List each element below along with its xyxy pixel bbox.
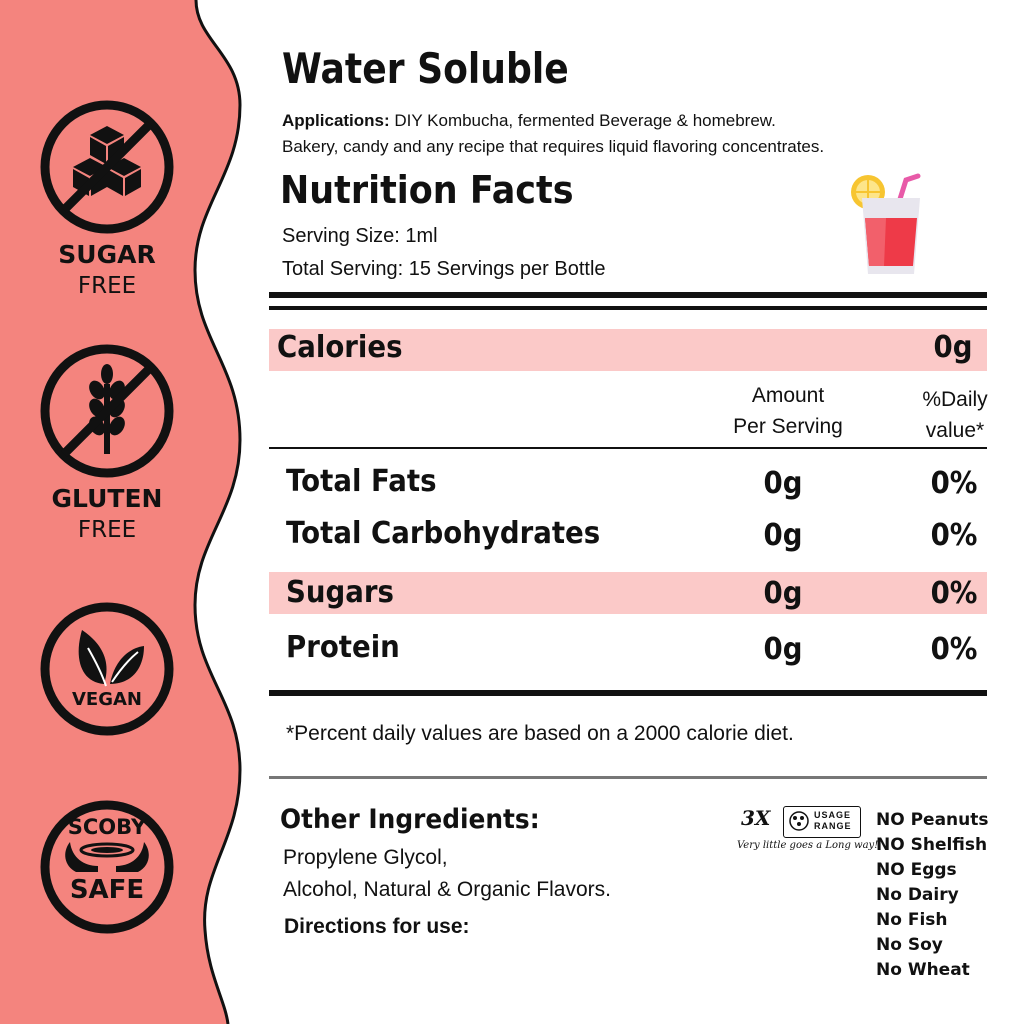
- allergen-item: NO Eggs: [876, 860, 957, 880]
- column-header-amount: Amount Per Serving: [718, 380, 858, 442]
- usage-range-box: USAGE RANGE: [783, 806, 861, 838]
- column-header-daily-2: value*: [925, 419, 985, 442]
- nutrient-daily: 0%: [930, 518, 978, 553]
- nutrient-label: Protein: [286, 630, 400, 665]
- column-header-daily-1: %Daily: [922, 388, 988, 411]
- sugar-free-badge: SUGAR FREE: [36, 100, 178, 301]
- allergen-item: No Soy: [876, 935, 943, 955]
- allergen-item: No Dairy: [876, 885, 959, 905]
- footnote: *Percent daily values are based on a 200…: [286, 722, 794, 745]
- usage-line-1: USAGE: [814, 810, 852, 820]
- calories-band: [269, 329, 987, 371]
- usage-range-badge: 3X USAGE RANGE Very little goes a Long w…: [735, 806, 878, 856]
- directions-label: Directions for use:: [284, 915, 470, 938]
- nutrient-daily: 0%: [930, 576, 978, 611]
- other-ingredients-list: Propylene Glycol, Alcohol, Natural & Org…: [283, 842, 611, 906]
- badge-label-2: SAFE: [70, 875, 144, 905]
- badge-label: VEGAN: [72, 689, 142, 710]
- applications-text: Applications: DIY Kombucha, fermented Be…: [282, 108, 922, 160]
- badge-label: GLUTEN: [51, 484, 163, 513]
- sugar-cubes-icon: [40, 100, 174, 234]
- nutrient-amount: 0g: [763, 518, 803, 553]
- cocktail-glass-icon: [851, 173, 921, 274]
- scoby-hands-icon: SCOBY SAFE: [40, 800, 174, 934]
- badge-label: SCOBY: [68, 815, 147, 839]
- scoby-safe-badge: SCOBY SAFE: [36, 800, 178, 939]
- column-header-amount-1: Amount: [751, 384, 825, 407]
- serving-size: Serving Size: 1ml: [282, 225, 438, 247]
- nutrient-daily: 0%: [930, 632, 978, 667]
- allergen-item: No Wheat: [876, 960, 970, 980]
- wheat-icon: [40, 344, 174, 478]
- ingredient-line: Propylene Glycol,: [283, 846, 448, 869]
- nutrient-label: Total Carbohydrates: [286, 516, 601, 551]
- nutrient-label: Total Fats: [286, 464, 437, 499]
- calories-label: Calories: [277, 330, 403, 365]
- thick-rule: [269, 690, 987, 696]
- droplets-icon: [789, 811, 809, 831]
- column-header-amount-2: Per Serving: [733, 415, 843, 438]
- thick-rule: [269, 306, 987, 310]
- calories-value: 0g: [933, 330, 973, 365]
- usage-tagline: Very little goes a Long way!: [737, 840, 879, 851]
- nutrient-amount: 0g: [763, 632, 803, 667]
- vegan-badge: VEGAN: [36, 602, 178, 741]
- badge-sub-label: FREE: [77, 273, 137, 299]
- serving-info: Serving Size: 1ml Total Serving: 15 Serv…: [282, 220, 606, 286]
- nutrient-label: Sugars: [286, 575, 394, 610]
- allergen-item: NO Shelfish: [876, 835, 988, 855]
- grey-rule: [269, 776, 987, 779]
- nutrition-facts-title: Nutrition Facts: [280, 168, 574, 212]
- total-serving: Total Serving: 15 Servings per Bottle: [282, 258, 606, 280]
- usage-range-text: USAGE RANGE: [814, 810, 852, 832]
- other-ingredients-title: Other Ingredients:: [280, 804, 540, 835]
- nutrient-amount: 0g: [763, 576, 803, 611]
- applications-line-2: Bakery, candy and any recipe that requir…: [282, 137, 825, 156]
- allergen-list: NO Peanuts NO Shelfish NO Eggs No Dairy …: [876, 808, 989, 983]
- thin-rule: [269, 447, 987, 449]
- allergen-item: No Fish: [876, 910, 948, 930]
- nutrient-amount: 0g: [763, 466, 803, 501]
- page-title: Water Soluble: [282, 44, 569, 93]
- sugars-band: [269, 572, 987, 614]
- applications-label: Applications:: [282, 111, 390, 130]
- gluten-free-badge: GLUTEN FREE: [36, 344, 178, 545]
- allergen-item: NO Peanuts: [876, 810, 989, 830]
- nutrient-daily: 0%: [930, 466, 978, 501]
- badge-label: SUGAR: [58, 240, 156, 269]
- applications-line-1: DIY Kombucha, fermented Beverage & homeb…: [389, 111, 776, 130]
- usage-line-2: RANGE: [814, 821, 852, 831]
- usage-multiplier: 3X: [741, 806, 771, 830]
- leaves-icon: VEGAN: [40, 602, 174, 736]
- column-header-daily: %Daily value*: [900, 384, 1010, 446]
- thick-rule: [269, 292, 987, 298]
- badge-sub-label: FREE: [77, 517, 137, 543]
- ingredient-line: Alcohol, Natural & Organic Flavors.: [283, 878, 611, 901]
- sidebar-wave-panel: [0, 0, 242, 1024]
